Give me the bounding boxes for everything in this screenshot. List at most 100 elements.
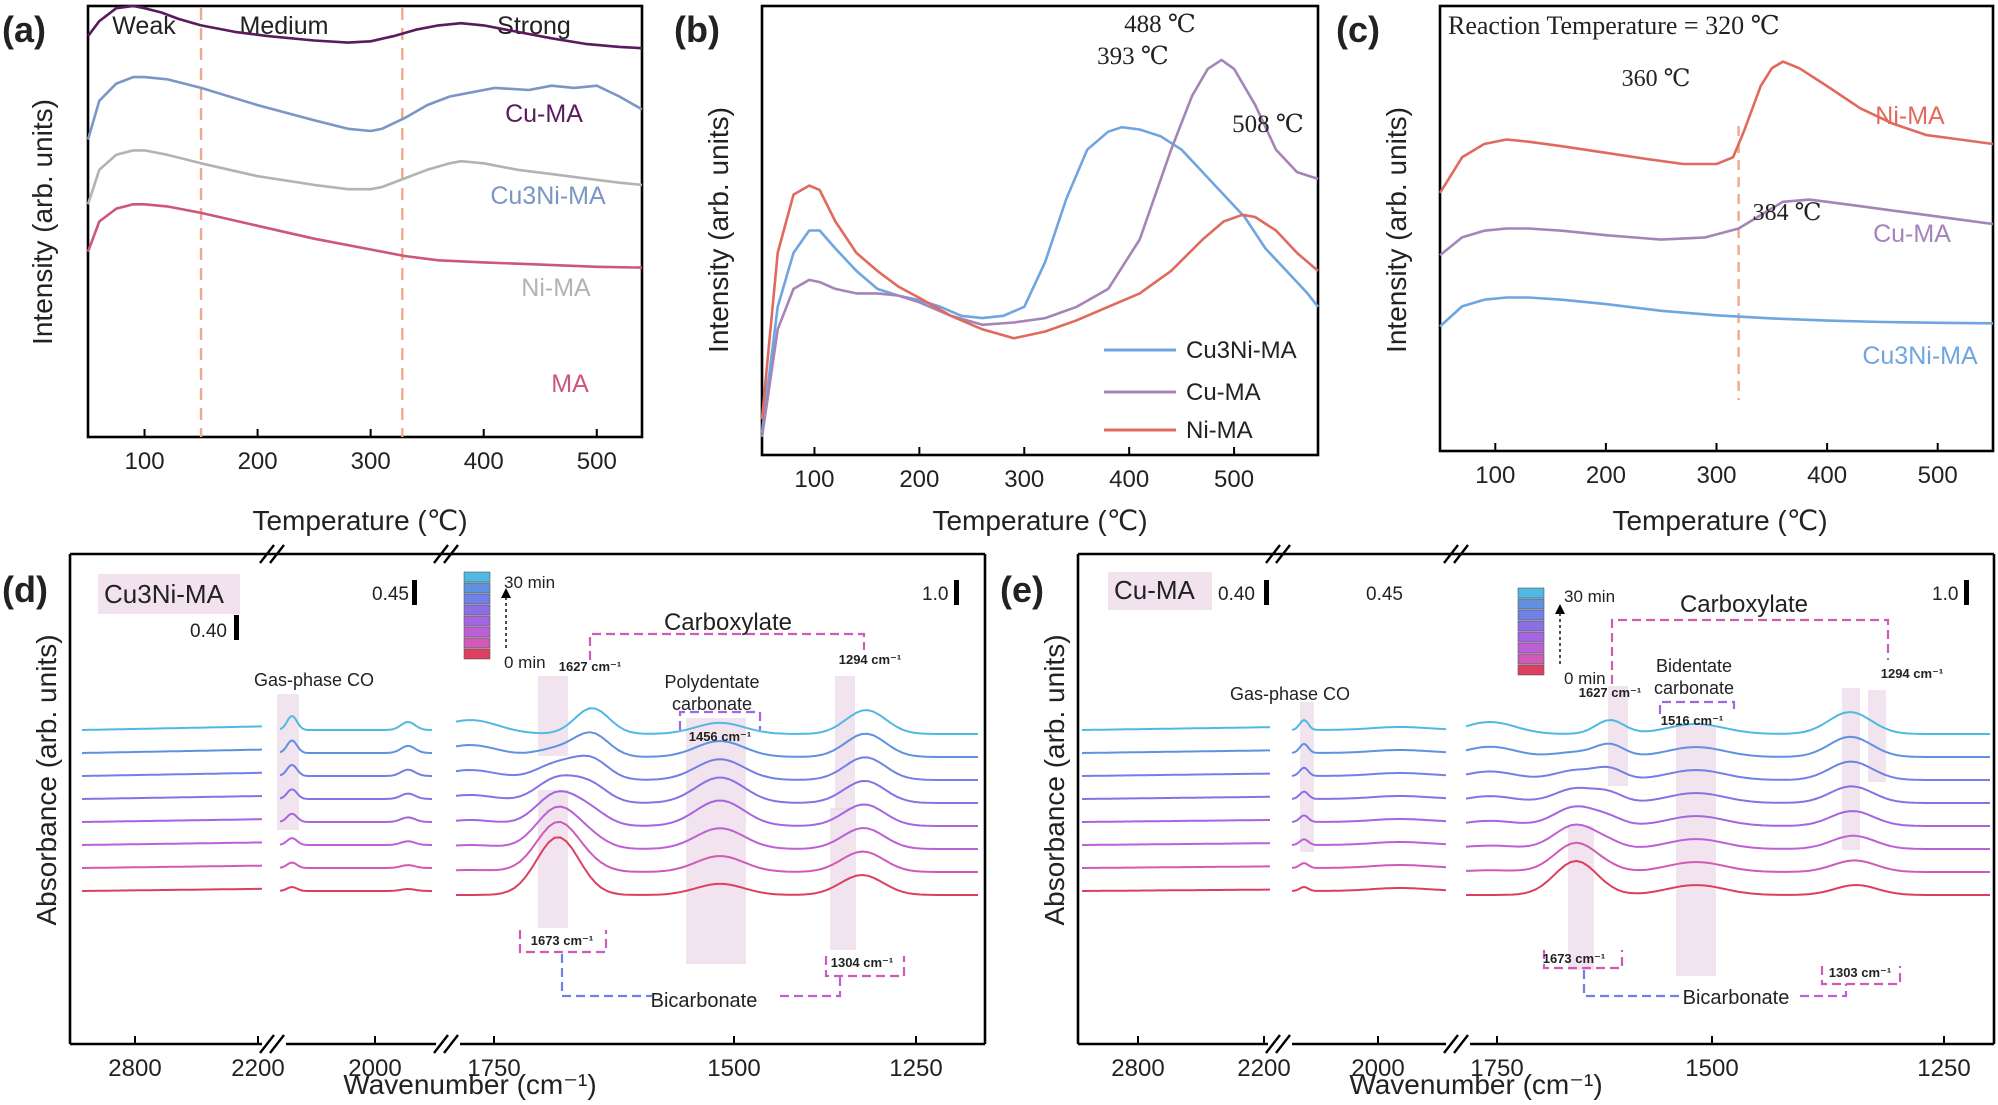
time-swatch-25-min: [1517, 598, 1545, 610]
spectrum-30-min-seg1: [1291, 719, 1447, 731]
series-line-cu-ma: [1439, 198, 1994, 257]
spectrum-20-min-seg0: [1082, 772, 1270, 777]
spectrum-20-min-seg1: [279, 763, 432, 777]
panel-e-band-highlights: [1300, 686, 1886, 976]
axis-break-b-0-1: [269, 1034, 285, 1054]
panel-e-band-1516: 1516 cm⁻¹: [1661, 713, 1724, 728]
panel-b-ylabel: Intensity (arb. units): [703, 107, 734, 353]
spectrum-2-min-seg0: [82, 864, 263, 869]
time-swatch-5-min: [1517, 642, 1545, 654]
x-tick-label-200: 200: [238, 448, 278, 475]
panel-d-band-1456: 1456 cm⁻¹: [689, 729, 752, 744]
axis-break-b-1-1: [443, 1034, 459, 1054]
panel-d-band-1294: 1294 cm⁻¹: [839, 652, 902, 667]
spectrum-15-min-seg0: [82, 795, 263, 800]
spectrum-5-min-seg0: [82, 841, 263, 846]
axis-break-b-1-0: [443, 544, 459, 564]
x-tick-label-1500: 1500: [707, 1055, 760, 1082]
band-highlight-3: [1676, 726, 1716, 976]
band-highlight-5: [1868, 690, 1886, 782]
curve-label-c-cu3ni-ma: Cu3Ni-MA: [1862, 342, 1978, 370]
panel-d-scale-045: 0.45: [372, 584, 409, 605]
time-swatch-20-min: [463, 593, 491, 605]
x-tick-label-400: 400: [464, 448, 504, 475]
panel-e-carboxylate: Carboxylate: [1680, 591, 1808, 618]
time-swatch-0-min: [463, 648, 491, 660]
panel-a-frame: [86, 4, 644, 439]
spectrum-0-min-seg1: [279, 886, 432, 892]
panel-d: (d) Cu3Ni-MA 0.45 0.40 1.0 30 min 0 min …: [2, 544, 987, 1100]
panel-c-label: (c): [1336, 9, 1380, 50]
panel-b-xlabel: Temperature (℃): [932, 505, 1147, 536]
series-line-ni-ma: [86, 149, 643, 205]
panel-c: (c) Reaction Temperature = 320 ℃ 360 ℃ 3…: [1336, 4, 1995, 536]
spectrum-10-min-seg0: [1082, 819, 1270, 823]
panel-d-scale-10: 1.0: [922, 584, 948, 605]
panel-a-ylabel: Intensity (arb. units): [27, 99, 58, 345]
panel-e-scale-045: 0.45: [1366, 584, 1403, 605]
x-tick-label-2800: 2800: [108, 1055, 161, 1082]
curve-label-c-cu-ma: Cu-MA: [1873, 220, 1951, 248]
panel-d-ylabel: Absorbance (arb. units): [31, 634, 62, 925]
time-swatch-5-min: [463, 626, 491, 638]
band-highlight-1: [1608, 686, 1628, 786]
panel-d-scale-10-bar: [954, 580, 959, 605]
spectrum-20-min-seg0: [82, 771, 262, 777]
panel-b-legend: Cu3Ni-MA Cu-MA Ni-MA: [1104, 337, 1297, 444]
spectrum-0-min-seg1: [1291, 886, 1447, 892]
panel-a-region-dividers: [199, 8, 404, 437]
panel-d-scale-040: 0.40: [190, 621, 227, 642]
spectrum-2-min-seg0: [1082, 865, 1270, 869]
band-highlight-2: [538, 790, 568, 928]
axis-break-a-1-0: [433, 544, 449, 564]
band-highlight-4: [1842, 688, 1860, 850]
curve-label-c-ni-ma: Ni-MA: [1875, 102, 1945, 130]
panel-c-curves: [1438, 60, 1994, 328]
x-tick-label-2200: 2200: [1237, 1055, 1290, 1082]
spectrum-20-min-seg2: [1465, 760, 1990, 781]
x-tick-label-100: 100: [125, 448, 165, 475]
time-swatch-0-min: [1517, 664, 1545, 676]
x-tick-label-400: 400: [1807, 462, 1847, 489]
panel-d-scale-040-bar: [234, 615, 239, 640]
time-swatch-30-min: [463, 571, 491, 583]
x-tick-label-500: 500: [1214, 466, 1254, 493]
spectrum-15-min-seg1: [279, 788, 432, 800]
panel-e-x-ticks: 2800 2200 2000 1750 1500 1250: [1111, 1036, 1971, 1082]
panel-d-frame: [68, 544, 987, 1054]
panel-e-brackets: [1542, 618, 1902, 998]
spectrum-25-min-seg1: [1291, 742, 1447, 754]
panel-d-x-ticks: 2800 2200 2000 1750 1500 1250: [108, 1036, 943, 1082]
band-highlight-5: [830, 808, 856, 950]
panel-d-band-1304: 1304 cm⁻¹: [831, 955, 894, 970]
panel-e-carbonate-line1: Bidentate: [1656, 656, 1732, 676]
curve-label-ni-ma: Ni-MA: [521, 274, 591, 302]
x-tick-label-300: 300: [1004, 466, 1044, 493]
spectrum-10-min-seg1: [279, 812, 432, 823]
panel-e-band-1673: 1673 cm⁻¹: [1543, 951, 1606, 966]
band-highlight-0: [1300, 702, 1314, 852]
series-line-ma: [86, 203, 643, 269]
spectrum-30-min-seg0: [1082, 726, 1270, 731]
panel-d-band-1673: 1673 cm⁻¹: [531, 933, 594, 948]
axis-break-b-0-1: [1275, 1034, 1291, 1054]
panel-d-spectra: [82, 707, 978, 896]
legend-label-cu-ma: Cu-MA: [1186, 379, 1261, 406]
panel-e-xlabel: Wavenumber (cm⁻¹): [1349, 1069, 1602, 1100]
panel-d-brackets: [518, 632, 906, 998]
panel-c-title: Reaction Temperature = 320 ℃: [1448, 11, 1780, 40]
band-highlight-0: [277, 694, 299, 830]
spectrum-15-min-seg2: [455, 774, 978, 804]
x-tick-label-2000: 2000: [348, 1055, 401, 1082]
panel-e-scale-040: 0.40: [1218, 584, 1255, 605]
time-arrow-head: [1555, 604, 1565, 614]
spectrum-10-min-seg1: [1291, 814, 1447, 823]
time-swatch-25-min: [463, 582, 491, 594]
panel-b-x-ticks: 100 200 300 400 500: [794, 447, 1254, 493]
x-tick-label-200: 200: [899, 466, 939, 493]
annotation-393: 393 ℃: [1097, 43, 1169, 70]
x-tick-label-1750: 1750: [1470, 1055, 1523, 1082]
x-tick-label-1750: 1750: [467, 1055, 520, 1082]
series-line-cu-ma: [86, 4, 643, 50]
